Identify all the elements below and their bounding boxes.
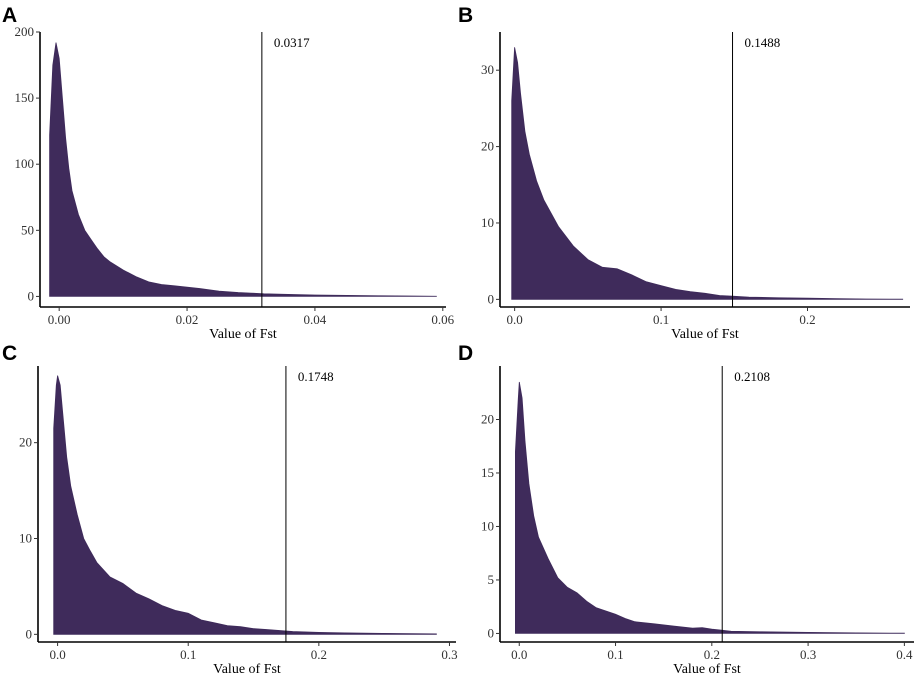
x-tick-label: 0.2 (311, 647, 327, 662)
y-tick-label: 20 (481, 139, 494, 154)
x-tick-label: 0.02 (176, 312, 199, 327)
y-tick-label: 0 (488, 625, 495, 640)
x-tick-label: 0.04 (304, 312, 327, 327)
density-area (515, 381, 905, 634)
x-tick-label: 0.3 (441, 647, 457, 662)
panel-letter: A (2, 4, 17, 27)
panel-c: C 0 10 20 0.0 0.1 0.2 0.3 Value of Fst 0.1748 (2, 342, 458, 676)
y-tick-label: 0 (488, 291, 495, 306)
panel-d: D 0 5 10 15 20 0.0 0.1 0.2 0.3 0.4 Value of Fst 0… (458, 342, 914, 676)
axes: 0 10 20 30 0.0 0.1 0.2 (481, 32, 910, 327)
x-tick-label: 0.1 (653, 312, 669, 327)
density-area-group (49, 32, 437, 307)
y-tick-label: 10 (481, 518, 494, 533)
panel-letter: B (458, 4, 473, 27)
y-tick-label: 0 (28, 288, 35, 303)
axes: 0 5 10 15 20 0.0 0.1 0.2 0.3 0.4 (481, 366, 914, 662)
x-tick-label: 0.2 (704, 647, 720, 662)
density-area (53, 375, 437, 635)
x-axis-label: Value of Fst (671, 327, 739, 342)
y-tick-label: 20 (481, 411, 494, 426)
density-area-group (53, 366, 437, 642)
y-tick-label: 5 (488, 572, 495, 587)
x-tick-label: 0.1 (180, 647, 196, 662)
y-tick-label: 30 (481, 62, 494, 77)
y-tick-label: 10 (19, 531, 32, 546)
y-tick-label: 0 (26, 626, 33, 641)
x-tick-label: 0.0 (507, 312, 523, 327)
y-tick-label: 150 (15, 90, 35, 105)
y-tick-label: 10 (481, 215, 494, 230)
x-tick-label: 0.1 (607, 647, 623, 662)
x-tick-label: 0.4 (896, 647, 913, 662)
panel-b: B 0 10 20 30 0.0 0.1 0.2 Value of Fst 0.1488 (458, 4, 910, 342)
panel-letter: C (2, 342, 17, 365)
axes: 0 10 20 0.0 0.1 0.2 0.3 (19, 366, 458, 662)
panel-a: A 0 50 100 150 200 0.00 0.02 0.04 0.06 Value of … (2, 4, 455, 342)
threshold-label: 0.1488 (745, 35, 781, 50)
x-tick-label: 0.00 (48, 312, 71, 327)
x-tick-label: 0.3 (800, 647, 816, 662)
x-tick-label: 0.0 (511, 647, 527, 662)
density-area (511, 47, 904, 300)
y-tick-label: 15 (481, 465, 494, 480)
y-tick-label: 200 (15, 24, 35, 39)
x-tick-label: 0.2 (799, 312, 815, 327)
threshold-label: 0.2108 (734, 369, 770, 384)
y-tick-label: 100 (15, 156, 35, 171)
x-tick-label: 0.06 (431, 312, 454, 327)
panel-letter: D (458, 342, 473, 365)
density-area-group (511, 32, 904, 307)
y-tick-label: 20 (19, 435, 32, 450)
x-tick-label: 0.0 (49, 647, 65, 662)
density-area (49, 42, 437, 297)
density-area-group (515, 366, 905, 642)
threshold-label: 0.1748 (298, 369, 334, 384)
x-axis-label: Value of Fst (213, 662, 281, 676)
x-axis-label: Value of Fst (673, 662, 741, 676)
threshold-label: 0.0317 (274, 35, 310, 50)
axes: 0 50 100 150 200 0.00 0.02 0.04 0.06 (15, 24, 455, 327)
y-tick-label: 50 (21, 222, 34, 237)
x-axis-label: Value of Fst (209, 327, 277, 342)
